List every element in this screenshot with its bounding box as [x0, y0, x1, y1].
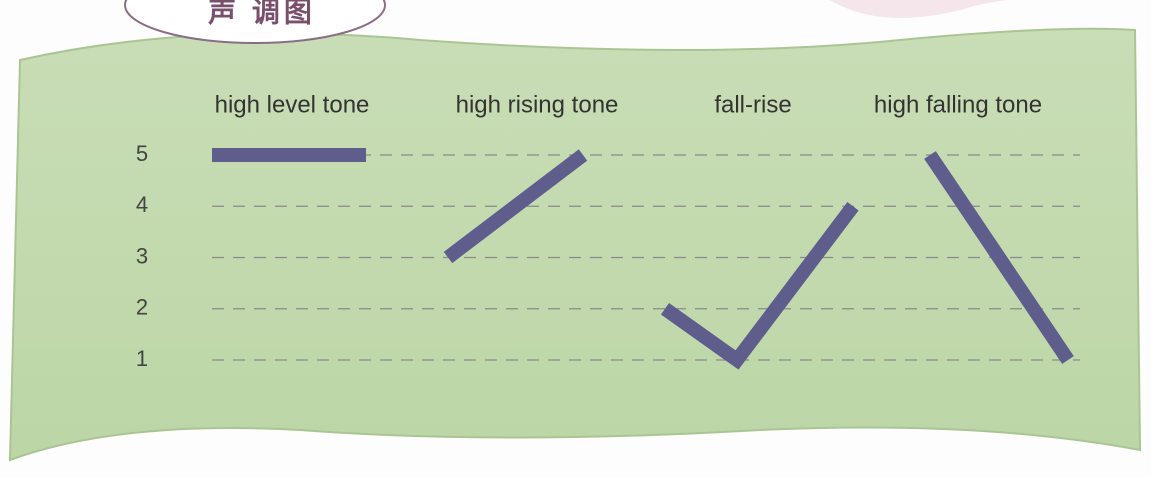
level-label: 3 — [136, 243, 148, 268]
tone-label: high level tone — [215, 91, 370, 118]
decoration — [830, 0, 1050, 18]
level-label: 5 — [136, 141, 148, 166]
tone-diagram: 声 调图 5 4 3 2 1 high level tone high rising ton… — [0, 0, 1151, 473]
tone-label: high rising tone — [456, 91, 619, 118]
level-label: 2 — [136, 295, 148, 320]
header-title: 声 调图 — [208, 0, 316, 27]
tone-label: high falling tone — [874, 91, 1042, 118]
level-label: 4 — [136, 192, 148, 217]
level-label: 1 — [136, 346, 148, 371]
tone-label: fall-rise — [714, 91, 791, 118]
